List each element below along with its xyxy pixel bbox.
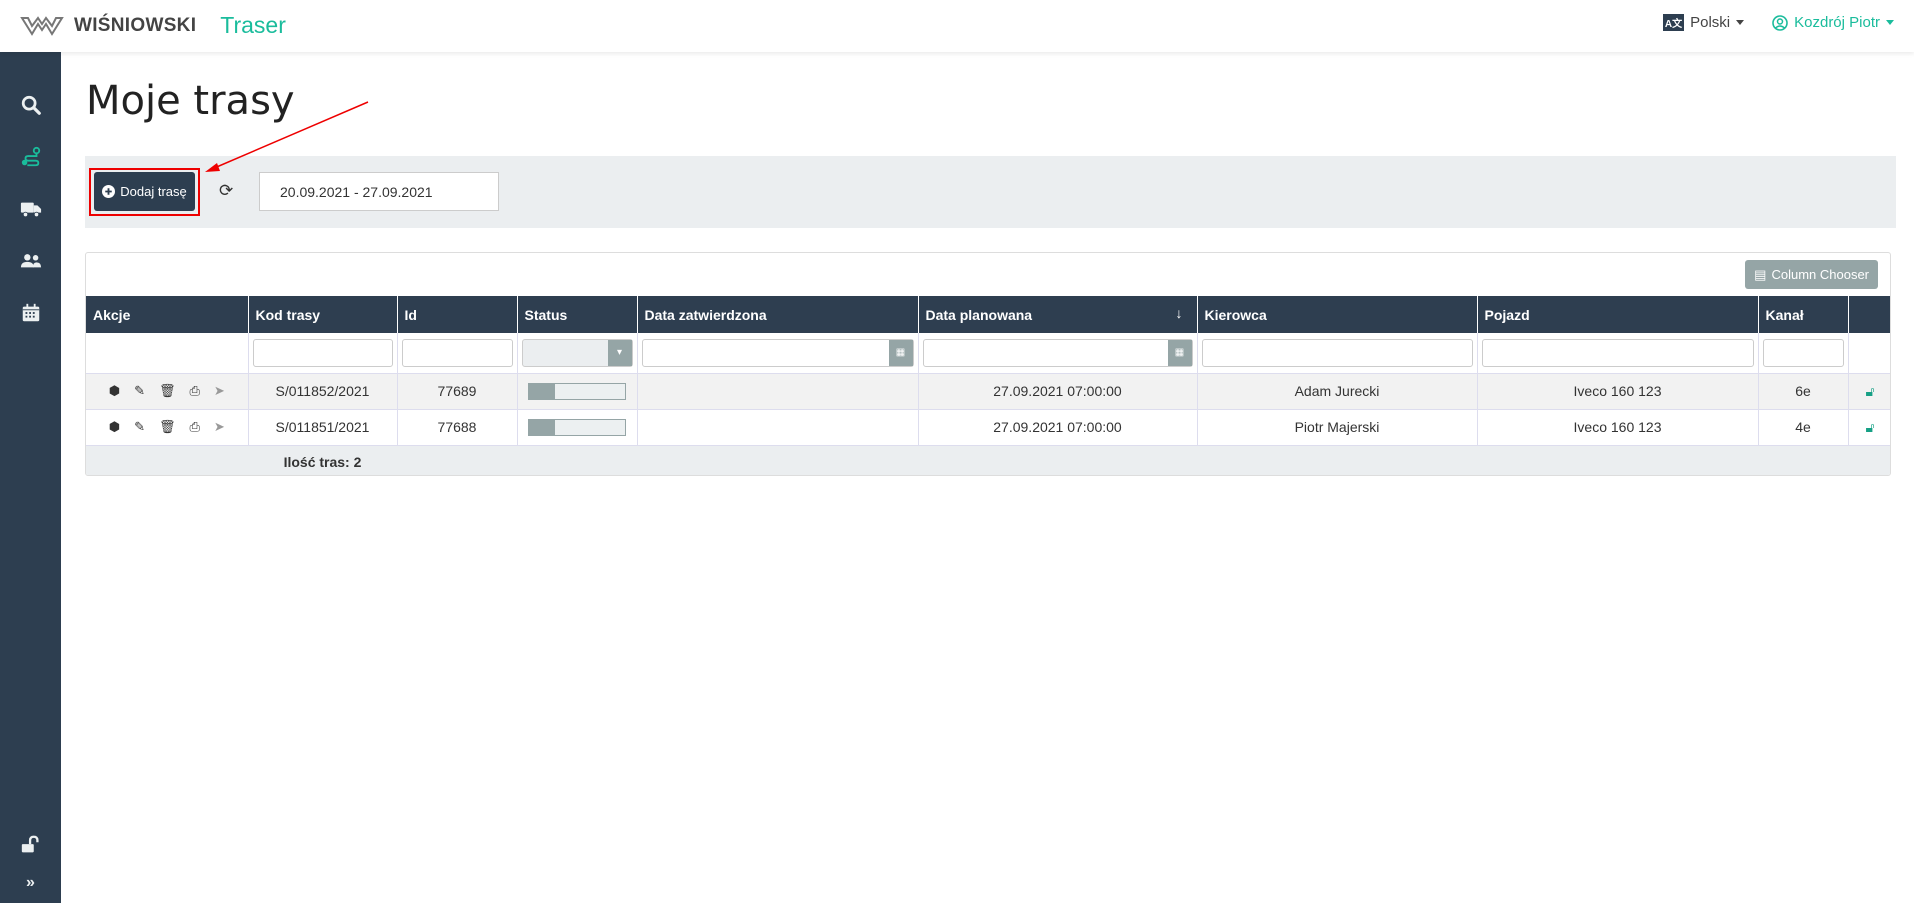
cell-id: 77688 xyxy=(397,409,518,446)
edit-icon[interactable]: ✎ xyxy=(134,383,145,398)
cell-kod: S/011851/2021 xyxy=(248,409,398,446)
route-count: Ilość tras: 2 xyxy=(248,445,397,475)
calendar-icon[interactable]: ▦ xyxy=(1167,339,1192,366)
status-progress-fill xyxy=(529,383,555,399)
filter-kierowca[interactable] xyxy=(1201,338,1473,367)
top-navbar: WIŚNIOWSKI Traser A文 Polski Kozdrój Piot… xyxy=(0,0,1914,52)
date-range-input[interactable] xyxy=(259,172,499,211)
print-icon[interactable]: ⎙ xyxy=(189,419,200,434)
cell-pojazd: Iveco 160 123 xyxy=(1477,373,1759,410)
status-progress-fill xyxy=(529,419,555,435)
cell-kanal: 4e xyxy=(1758,409,1849,446)
cell-kierowca: Adam Jurecki xyxy=(1197,373,1478,410)
col-data-planowana[interactable]: Data planowana ↓ xyxy=(918,296,1198,333)
cell-status xyxy=(517,409,638,446)
col-akcje[interactable]: Akcje xyxy=(86,296,249,333)
route-icon[interactable] xyxy=(0,146,61,174)
edit-icon[interactable]: ✎ xyxy=(134,419,145,434)
col-data-zatwierdzona[interactable]: Data zatwierdzona xyxy=(637,296,919,333)
cell-kanal: 6e xyxy=(1758,373,1849,410)
brand-name: WIŚNIOWSKI xyxy=(74,14,197,36)
col-status[interactable]: Status xyxy=(517,296,638,333)
filter-status-select[interactable]: ▾ xyxy=(521,338,633,367)
refresh-icon[interactable]: ⟳ xyxy=(219,181,234,200)
user-circle-icon xyxy=(1772,14,1788,31)
unlock-icon[interactable]: 🔓︎ xyxy=(1848,373,1890,410)
unlock-icon[interactable]: 🔓︎ xyxy=(1848,409,1890,446)
unlock-icon[interactable] xyxy=(0,834,61,862)
cell-data-zatwierdzona xyxy=(637,409,919,446)
filter-kanal[interactable] xyxy=(1762,338,1844,367)
cube-icon[interactable]: ⬢ xyxy=(108,383,121,398)
trash-icon[interactable]: 🗑 xyxy=(158,383,176,398)
status-progress xyxy=(528,382,626,400)
col-id[interactable]: Id xyxy=(397,296,518,333)
col-pojazd[interactable]: Pojazd xyxy=(1477,296,1759,333)
col-lock xyxy=(1848,296,1890,333)
sidebar: » xyxy=(0,52,61,903)
column-chooser-icon: ▤ xyxy=(1754,266,1767,282)
col-kierowca[interactable]: Kierowca xyxy=(1197,296,1478,333)
cell-data-planowana: 27.09.2021 07:00:00 xyxy=(918,409,1198,446)
calendar-icon[interactable]: ▦ xyxy=(888,339,913,366)
cell-status xyxy=(517,373,638,410)
wisniowski-logo-icon xyxy=(20,15,64,36)
caret-down-icon xyxy=(1886,20,1894,25)
filter-kod-trasy[interactable] xyxy=(252,338,393,367)
trash-icon[interactable]: 🗑 xyxy=(158,419,176,434)
app-name: Traser xyxy=(220,12,286,38)
add-route-button[interactable]: Dodaj trasę xyxy=(94,172,195,211)
logo[interactable]: WIŚNIOWSKI Traser xyxy=(20,12,286,39)
table-row[interactable]: ⬢ ✎ 🗑 ⎙ ➤ S/011852/2021 77689 27.09.2021 07:… xyxy=(86,373,1890,410)
filter-data-zatwierdzona[interactable]: ▦ xyxy=(641,338,914,367)
cell-data-zatwierdzona xyxy=(637,373,919,410)
routes-grid: ▤ Column Chooser Akcje Kod trasy Id Stat… xyxy=(85,252,1891,476)
truck-icon[interactable] xyxy=(0,198,61,226)
user-name: Kozdrój Piotr xyxy=(1794,14,1880,31)
cell-pojazd: Iveco 160 123 xyxy=(1477,409,1759,446)
cell-kierowca: Piotr Majerski xyxy=(1197,409,1478,446)
sort-desc-icon: ↓ xyxy=(1175,305,1183,321)
plus-circle-icon xyxy=(102,185,116,198)
status-progress xyxy=(528,418,626,436)
add-route-label: Dodaj trasę xyxy=(120,184,187,199)
col-kanal[interactable]: Kanał xyxy=(1758,296,1849,333)
header-row: Akcje Kod trasy Id Status Data zatwierdz… xyxy=(86,296,1890,333)
expand-sidebar-icon[interactable]: » xyxy=(26,874,35,891)
footer-row: Ilość tras: 2 xyxy=(86,445,1890,475)
translate-icon: A文 xyxy=(1662,14,1685,31)
dropdown-icon[interactable]: ▾ xyxy=(607,339,632,366)
caret-down-icon xyxy=(1736,20,1745,25)
cell-data-planowana: 27.09.2021 07:00:00 xyxy=(918,373,1198,410)
column-chooser-button[interactable]: ▤ Column Chooser xyxy=(1745,260,1878,289)
table-row[interactable]: ⬢ ✎ 🗑 ⎙ ➤ S/011851/2021 77688 27.09.2021 07:… xyxy=(86,409,1890,446)
filter-pojazd[interactable] xyxy=(1481,338,1754,367)
filter-row: ▾ ▦ ▦ xyxy=(86,333,1890,374)
cube-icon[interactable]: ⬢ xyxy=(108,419,121,434)
language-label: Polski xyxy=(1690,14,1731,31)
users-icon[interactable] xyxy=(0,250,61,278)
cell-kod: S/011852/2021 xyxy=(248,373,398,410)
search-icon[interactable] xyxy=(0,94,61,122)
filter-data-planowana[interactable]: ▦ xyxy=(922,338,1193,367)
send-icon[interactable]: ➤ xyxy=(213,419,225,434)
filter-id[interactable] xyxy=(401,338,513,367)
cell-id: 77689 xyxy=(397,373,518,410)
page-title: Moje trasy xyxy=(86,78,295,124)
language-dropdown[interactable]: A文 Polski xyxy=(1662,14,1745,31)
user-dropdown[interactable]: Kozdrój Piotr xyxy=(1772,14,1894,31)
calendar-icon[interactable] xyxy=(0,302,61,330)
col-kod-trasy[interactable]: Kod trasy xyxy=(248,296,398,333)
print-icon[interactable]: ⎙ xyxy=(189,383,200,398)
send-icon[interactable]: ➤ xyxy=(213,383,225,398)
